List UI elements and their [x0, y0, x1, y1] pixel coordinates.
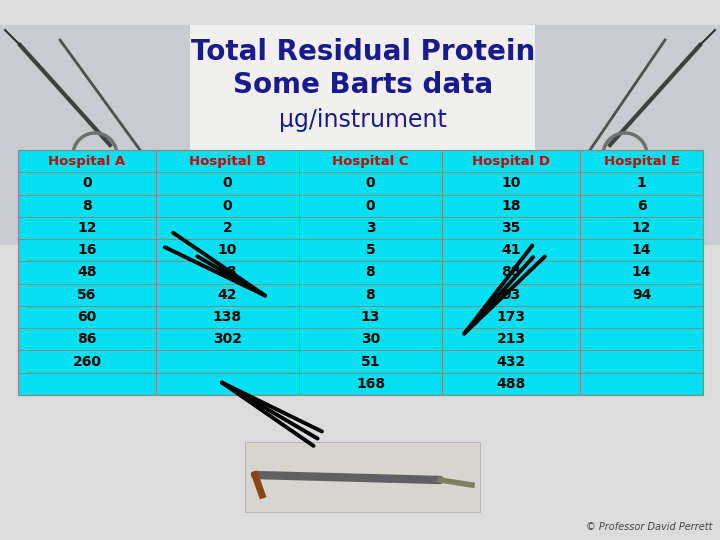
Text: 213: 213 — [496, 332, 526, 346]
Text: 10: 10 — [218, 243, 237, 257]
Text: 16: 16 — [77, 243, 96, 257]
Text: 13: 13 — [361, 310, 380, 324]
Text: 10: 10 — [501, 177, 521, 191]
FancyBboxPatch shape — [0, 25, 200, 245]
Text: 35: 35 — [501, 221, 521, 235]
Text: 56: 56 — [77, 288, 96, 302]
Text: 6: 6 — [636, 199, 647, 213]
Text: 14: 14 — [631, 243, 652, 257]
Text: 5: 5 — [366, 243, 375, 257]
Text: 12: 12 — [77, 221, 96, 235]
Text: 168: 168 — [356, 377, 385, 391]
Text: μg/instrument: μg/instrument — [279, 108, 447, 132]
Text: Total Residual Protein: Total Residual Protein — [191, 38, 535, 66]
Text: 60: 60 — [77, 310, 96, 324]
Text: 18: 18 — [217, 266, 238, 280]
Text: 94: 94 — [632, 288, 651, 302]
FancyBboxPatch shape — [190, 25, 535, 245]
Text: 0: 0 — [82, 177, 92, 191]
Text: 302: 302 — [213, 332, 242, 346]
Text: 138: 138 — [213, 310, 242, 324]
Text: 432: 432 — [496, 355, 526, 369]
Text: 18: 18 — [501, 199, 521, 213]
Text: 0: 0 — [222, 199, 233, 213]
Text: 88: 88 — [501, 266, 521, 280]
Text: 488: 488 — [496, 377, 526, 391]
Text: 0: 0 — [366, 177, 375, 191]
Text: Hospital B: Hospital B — [189, 154, 266, 167]
Text: 14: 14 — [631, 266, 652, 280]
Text: Some Barts data: Some Barts data — [233, 71, 493, 99]
Text: Hospital A: Hospital A — [48, 154, 125, 167]
Text: 3: 3 — [366, 221, 375, 235]
Text: 12: 12 — [631, 221, 652, 235]
Text: © Professor David Perrett: © Professor David Perrett — [585, 522, 712, 532]
Text: 86: 86 — [77, 332, 96, 346]
Text: Hospital C: Hospital C — [332, 154, 409, 167]
Text: 0: 0 — [222, 177, 233, 191]
FancyBboxPatch shape — [530, 25, 720, 245]
Text: 0: 0 — [366, 199, 375, 213]
Text: 48: 48 — [77, 266, 96, 280]
FancyBboxPatch shape — [245, 442, 480, 512]
Text: 8: 8 — [82, 199, 92, 213]
Text: 1: 1 — [636, 177, 647, 191]
Text: 8: 8 — [366, 288, 375, 302]
Text: 173: 173 — [497, 310, 526, 324]
Text: 42: 42 — [217, 288, 238, 302]
Text: 41: 41 — [501, 243, 521, 257]
Text: 51: 51 — [361, 355, 380, 369]
FancyBboxPatch shape — [18, 150, 703, 395]
Text: 30: 30 — [361, 332, 380, 346]
Text: 2: 2 — [222, 221, 233, 235]
Text: 260: 260 — [73, 355, 102, 369]
Text: 8: 8 — [366, 266, 375, 280]
Text: 93: 93 — [501, 288, 521, 302]
Text: Hospital E: Hospital E — [603, 154, 680, 167]
Text: Hospital D: Hospital D — [472, 154, 550, 167]
